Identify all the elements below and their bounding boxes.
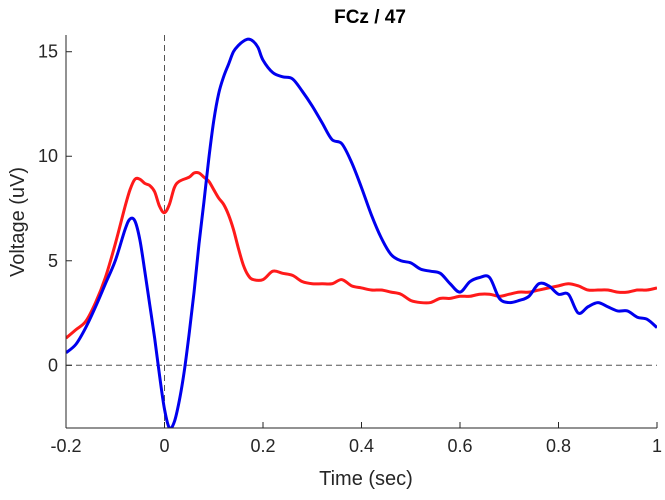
series-line-blue <box>66 37 657 428</box>
y-tick-label: 15 <box>38 42 58 62</box>
x-tick-label: 0.2 <box>250 436 275 456</box>
chart-title: FCz / 47 <box>334 7 406 28</box>
y-axis-label: Voltage (uV) <box>7 167 29 277</box>
x-axis-label: Time (sec) <box>319 468 413 490</box>
x-tick-label: 0.8 <box>546 436 571 456</box>
y-axis-ticks: 0 5 10 15 <box>38 42 72 375</box>
series-line-red <box>66 170 657 340</box>
x-axis-ticks: -0.2 0 0.2 0.4 0.6 0.8 1 <box>50 422 662 456</box>
x-tick-label: 0.4 <box>349 436 374 456</box>
x-tick-label: -0.2 <box>50 436 81 456</box>
y-tick-label: 5 <box>48 251 58 271</box>
y-tick-label: 0 <box>48 355 58 375</box>
x-tick-label: 0.6 <box>447 436 472 456</box>
x-tick-label: 1 <box>652 436 662 456</box>
y-tick-label: 10 <box>38 146 58 166</box>
plot-area <box>65 35 657 429</box>
x-tick-label: 0 <box>159 436 169 456</box>
